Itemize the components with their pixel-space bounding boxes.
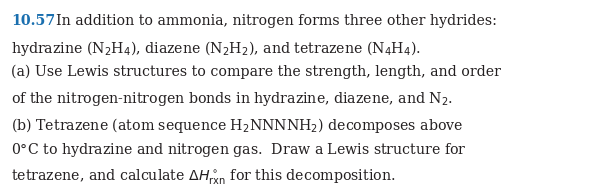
- Text: of the nitrogen-nitrogen bonds in hydrazine, diazene, and N$_2$.: of the nitrogen-nitrogen bonds in hydraz…: [11, 90, 453, 108]
- Text: (a) Use Lewis structures to compare the strength, length, and order: (a) Use Lewis structures to compare the …: [11, 65, 501, 79]
- Text: hydrazine (N$_2$H$_4$), diazene (N$_2$H$_2$), and tetrazene (N$_4$H$_4$).: hydrazine (N$_2$H$_4$), diazene (N$_2$H$…: [11, 39, 421, 58]
- Text: (b) Tetrazene (atom sequence H$_2$NNNNH$_2$) decomposes above: (b) Tetrazene (atom sequence H$_2$NNNNH$…: [11, 116, 463, 135]
- Text: In addition to ammonia, nitrogen forms three other hydrides:: In addition to ammonia, nitrogen forms t…: [56, 14, 497, 28]
- Text: 10.57: 10.57: [11, 14, 55, 28]
- Text: tetrazene, and calculate $\Delta H^\circ_\mathrm{rxn}$ for this decomposition.: tetrazene, and calculate $\Delta H^\circ…: [11, 167, 395, 186]
- Text: 0$\degree$C to hydrazine and nitrogen gas.  Draw a Lewis structure for: 0$\degree$C to hydrazine and nitrogen ga…: [11, 141, 466, 159]
